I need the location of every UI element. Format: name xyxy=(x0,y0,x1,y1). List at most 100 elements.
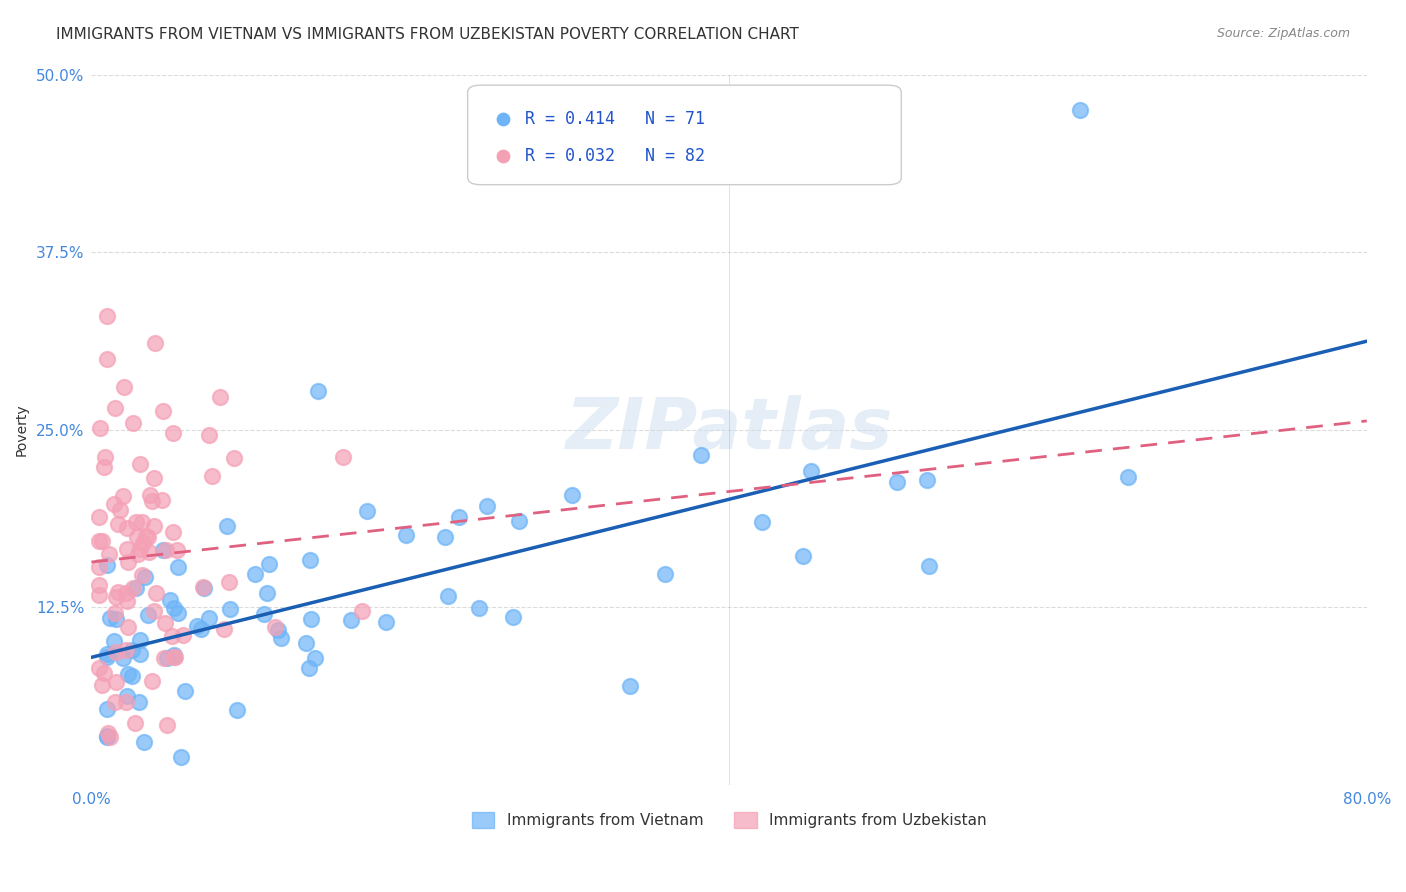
Immigrants from Vietnam xyxy=(256,585,278,599)
Immigrants from Uzbekistan xyxy=(143,518,166,533)
Immigrants from Uzbekistan xyxy=(135,529,157,543)
Immigrants from Uzbekistan xyxy=(191,580,214,594)
Immigrants from Vietnam xyxy=(111,650,134,665)
Immigrants from Uzbekistan xyxy=(122,581,145,595)
Immigrants from Uzbekistan xyxy=(128,457,150,471)
Immigrants from Vietnam xyxy=(298,661,321,675)
Immigrants from Uzbekistan xyxy=(89,588,111,602)
Immigrants from Uzbekistan xyxy=(143,336,166,351)
Immigrants from Uzbekistan xyxy=(152,403,174,417)
Immigrants from Uzbekistan xyxy=(201,469,224,483)
Immigrants from Uzbekistan xyxy=(103,497,125,511)
Immigrants from Uzbekistan xyxy=(104,645,127,659)
Immigrants from Uzbekistan xyxy=(350,604,373,618)
Immigrants from Uzbekistan xyxy=(139,488,162,502)
Immigrants from Vietnam xyxy=(132,734,155,748)
Immigrants from Uzbekistan xyxy=(104,674,127,689)
Immigrants from Uzbekistan xyxy=(117,555,139,569)
Immigrants from Vietnam xyxy=(395,528,418,542)
Immigrants from Uzbekistan xyxy=(224,451,246,466)
Text: ZIPatlas: ZIPatlas xyxy=(565,395,893,465)
Immigrants from Vietnam xyxy=(267,623,290,637)
Immigrants from Vietnam xyxy=(619,679,641,693)
Immigrants from Uzbekistan xyxy=(141,493,163,508)
Immigrants from Vietnam xyxy=(121,669,143,683)
Immigrants from Uzbekistan xyxy=(125,515,148,529)
Immigrants from Uzbekistan xyxy=(125,530,148,544)
Immigrants from Uzbekistan xyxy=(114,642,136,657)
Immigrants from Uzbekistan xyxy=(208,390,231,404)
Immigrants from Vietnam xyxy=(159,592,181,607)
Immigrants from Uzbekistan xyxy=(96,309,118,323)
Immigrants from Uzbekistan xyxy=(153,616,176,631)
Immigrants from Uzbekistan xyxy=(150,492,173,507)
Immigrants from Vietnam xyxy=(163,601,186,615)
Immigrants from Vietnam xyxy=(690,449,713,463)
Immigrants from Uzbekistan xyxy=(97,726,120,740)
Immigrants from Uzbekistan xyxy=(163,650,186,665)
Immigrants from Uzbekistan xyxy=(104,695,127,709)
Immigrants from Vietnam xyxy=(475,499,498,513)
Immigrants from Uzbekistan xyxy=(131,568,153,582)
Immigrants from Vietnam xyxy=(270,631,292,645)
Immigrants from Vietnam xyxy=(167,606,190,620)
Immigrants from Uzbekistan xyxy=(115,594,138,608)
Immigrants from Uzbekistan xyxy=(112,380,135,394)
Immigrants from Uzbekistan xyxy=(264,620,287,634)
Immigrants from Vietnam xyxy=(751,515,773,529)
Immigrants from Vietnam xyxy=(340,613,363,627)
Immigrants from Uzbekistan xyxy=(212,622,235,636)
Immigrants from Vietnam xyxy=(125,581,148,595)
Text: IMMIGRANTS FROM VIETNAM VS IMMIGRANTS FROM UZBEKISTAN POVERTY CORRELATION CHART: IMMIGRANTS FROM VIETNAM VS IMMIGRANTS FR… xyxy=(56,27,799,42)
Immigrants from Uzbekistan xyxy=(104,401,127,416)
Immigrants from Vietnam xyxy=(98,611,121,625)
Immigrants from Uzbekistan xyxy=(91,533,114,548)
Immigrants from Vietnam xyxy=(128,633,150,648)
Immigrants from Vietnam xyxy=(434,530,457,544)
Immigrants from Vietnam xyxy=(96,729,118,743)
Immigrants from Uzbekistan xyxy=(122,416,145,430)
Immigrants from Uzbekistan xyxy=(218,575,240,590)
Immigrants from Vietnam xyxy=(104,612,127,626)
Immigrants from Uzbekistan xyxy=(93,459,115,474)
Immigrants from Vietnam xyxy=(186,619,208,633)
Immigrants from Uzbekistan xyxy=(162,629,184,643)
Immigrants from Vietnam xyxy=(374,615,396,629)
Immigrants from Vietnam xyxy=(502,610,524,624)
Immigrants from Uzbekistan xyxy=(128,542,150,557)
Immigrants from Uzbekistan xyxy=(145,586,167,600)
Immigrants from Uzbekistan xyxy=(89,661,111,675)
Immigrants from Uzbekistan xyxy=(162,525,184,540)
Immigrants from Vietnam xyxy=(561,488,583,502)
Text: R = 0.414   N = 71: R = 0.414 N = 71 xyxy=(524,111,704,128)
Immigrants from Vietnam xyxy=(437,590,460,604)
Immigrants from Vietnam xyxy=(96,702,118,716)
Immigrants from Vietnam xyxy=(163,648,186,663)
Immigrants from Uzbekistan xyxy=(108,503,131,517)
Immigrants from Vietnam xyxy=(134,569,156,583)
Immigrants from Vietnam xyxy=(96,558,118,572)
Immigrants from Vietnam xyxy=(215,518,238,533)
Immigrants from Vietnam xyxy=(298,552,321,566)
Immigrants from Vietnam xyxy=(103,633,125,648)
Immigrants from Uzbekistan xyxy=(138,545,160,559)
Immigrants from Vietnam xyxy=(96,730,118,744)
Immigrants from Vietnam xyxy=(253,607,276,621)
Immigrants from Vietnam xyxy=(800,464,823,478)
Immigrants from Uzbekistan xyxy=(127,547,149,561)
Immigrants from Uzbekistan xyxy=(114,586,136,600)
Immigrants from Uzbekistan xyxy=(89,578,111,592)
FancyBboxPatch shape xyxy=(468,85,901,185)
Immigrants from Vietnam xyxy=(138,607,160,622)
Immigrants from Vietnam xyxy=(170,749,193,764)
Immigrants from Vietnam xyxy=(886,475,908,489)
Immigrants from Uzbekistan xyxy=(107,584,129,599)
Immigrants from Uzbekistan xyxy=(132,536,155,550)
Immigrants from Vietnam xyxy=(129,647,152,661)
Immigrants from Uzbekistan xyxy=(136,530,159,544)
Immigrants from Uzbekistan xyxy=(155,543,177,558)
Immigrants from Vietnam xyxy=(117,666,139,681)
Immigrants from Vietnam xyxy=(299,612,322,626)
Immigrants from Vietnam xyxy=(226,703,249,717)
Immigrants from Uzbekistan xyxy=(89,534,111,549)
